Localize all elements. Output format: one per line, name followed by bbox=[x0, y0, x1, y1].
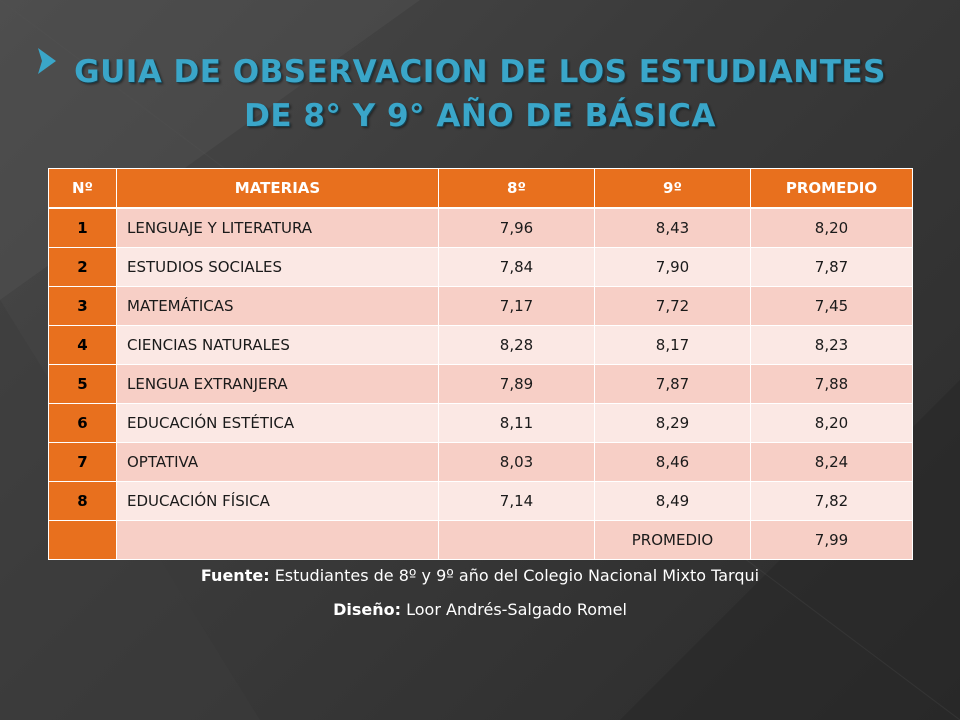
row-subject: LENGUA EXTRANJERA bbox=[116, 364, 439, 404]
row-subject: MATEMÁTICAS bbox=[116, 286, 439, 326]
row-grade-9: 8,43 bbox=[594, 207, 751, 248]
table-row: 5 LENGUA EXTRANJERA 7,89 7,87 7,88 bbox=[48, 364, 913, 404]
row-subject: EDUCACIÓN ESTÉTICA bbox=[116, 403, 439, 443]
row-subject: CIENCIAS NATURALES bbox=[116, 325, 439, 365]
slide-title: GUIA DE OBSERVACION DE LOS ESTUDIANTES D… bbox=[70, 50, 890, 138]
row-grade-8: 8,03 bbox=[438, 442, 595, 482]
row-average: 7,87 bbox=[750, 247, 913, 287]
design-label: Diseño: bbox=[333, 600, 402, 619]
row-grade-9: 8,29 bbox=[594, 403, 751, 443]
table-row: 2 ESTUDIOS SOCIALES 7,84 7,90 7,87 bbox=[48, 247, 913, 287]
arrow-icon bbox=[38, 48, 56, 74]
row-grade-9: 8,49 bbox=[594, 481, 751, 521]
title-line-2: DE 8° Y 9° AÑO DE BÁSICA bbox=[244, 98, 716, 134]
row-grade-9: 7,72 bbox=[594, 286, 751, 326]
source-text: Estudiantes de 8º y 9º año del Colegio N… bbox=[274, 566, 760, 585]
table-row: 1 LENGUAJE Y LITERATURA 7,96 8,43 8,20 bbox=[48, 207, 913, 248]
summary-label: PROMEDIO bbox=[594, 520, 751, 560]
row-subject: OPTATIVA bbox=[116, 442, 439, 482]
design-note: Diseño: Loor Andrés-Salgado Romel bbox=[0, 600, 960, 619]
row-grade-9: 8,46 bbox=[594, 442, 751, 482]
summary-subject-cell bbox=[116, 520, 439, 560]
row-number: 8 bbox=[48, 481, 117, 521]
design-text: Loor Andrés-Salgado Romel bbox=[406, 600, 627, 619]
row-grade-8: 7,89 bbox=[438, 364, 595, 404]
row-average: 8,20 bbox=[750, 207, 913, 248]
row-subject: ESTUDIOS SOCIALES bbox=[116, 247, 439, 287]
header-grade-9: 9º bbox=[594, 168, 751, 209]
row-grade-8: 8,11 bbox=[438, 403, 595, 443]
row-number: 2 bbox=[48, 247, 117, 287]
row-number: 5 bbox=[48, 364, 117, 404]
table-row: 6 EDUCACIÓN ESTÉTICA 8,11 8,29 8,20 bbox=[48, 403, 913, 443]
table-row: 3 MATEMÁTICAS 7,17 7,72 7,45 bbox=[48, 286, 913, 326]
row-grade-8: 7,96 bbox=[438, 207, 595, 248]
row-number: 1 bbox=[48, 207, 117, 248]
title-line-1: GUIA DE OBSERVACION DE LOS ESTUDIANTES bbox=[74, 54, 886, 90]
row-number: 3 bbox=[48, 286, 117, 326]
header-grade-8: 8º bbox=[438, 168, 595, 209]
table-row: 8 EDUCACIÓN FÍSICA 7,14 8,49 7,82 bbox=[48, 481, 913, 521]
row-grade-8: 7,84 bbox=[438, 247, 595, 287]
table-row: 7 OPTATIVA 8,03 8,46 8,24 bbox=[48, 442, 913, 482]
row-number: 4 bbox=[48, 325, 117, 365]
row-grade-8: 7,14 bbox=[438, 481, 595, 521]
row-average: 8,20 bbox=[750, 403, 913, 443]
header-number: Nº bbox=[48, 168, 117, 209]
row-number: 7 bbox=[48, 442, 117, 482]
row-number: 6 bbox=[48, 403, 117, 443]
row-grade-8: 7,17 bbox=[438, 286, 595, 326]
source-label: Fuente: bbox=[200, 566, 270, 585]
header-average: PROMEDIO bbox=[750, 168, 913, 209]
row-grade-9: 7,87 bbox=[594, 364, 751, 404]
row-average: 7,88 bbox=[750, 364, 913, 404]
row-subject: LENGUAJE Y LITERATURA bbox=[116, 207, 439, 248]
row-average: 7,45 bbox=[750, 286, 913, 326]
summary-value: 7,99 bbox=[750, 520, 913, 560]
summary-row: PROMEDIO 7,99 bbox=[48, 520, 913, 560]
row-grade-9: 7,90 bbox=[594, 247, 751, 287]
summary-number-cell bbox=[48, 520, 117, 560]
source-note: Fuente: Estudiantes de 8º y 9º año del C… bbox=[0, 566, 960, 585]
row-grade-9: 8,17 bbox=[594, 325, 751, 365]
header-subject: MATERIAS bbox=[116, 168, 439, 209]
row-average: 8,23 bbox=[750, 325, 913, 365]
grades-table: Nº MATERIAS 8º 9º PROMEDIO 1 LENGUAJE Y … bbox=[48, 168, 913, 560]
table-row: 4 CIENCIAS NATURALES 8,28 8,17 8,23 bbox=[48, 325, 913, 365]
table-header-row: Nº MATERIAS 8º 9º PROMEDIO bbox=[48, 168, 913, 209]
row-grade-8: 8,28 bbox=[438, 325, 595, 365]
row-subject: EDUCACIÓN FÍSICA bbox=[116, 481, 439, 521]
summary-empty-cell bbox=[438, 520, 595, 560]
row-average: 7,82 bbox=[750, 481, 913, 521]
row-average: 8,24 bbox=[750, 442, 913, 482]
